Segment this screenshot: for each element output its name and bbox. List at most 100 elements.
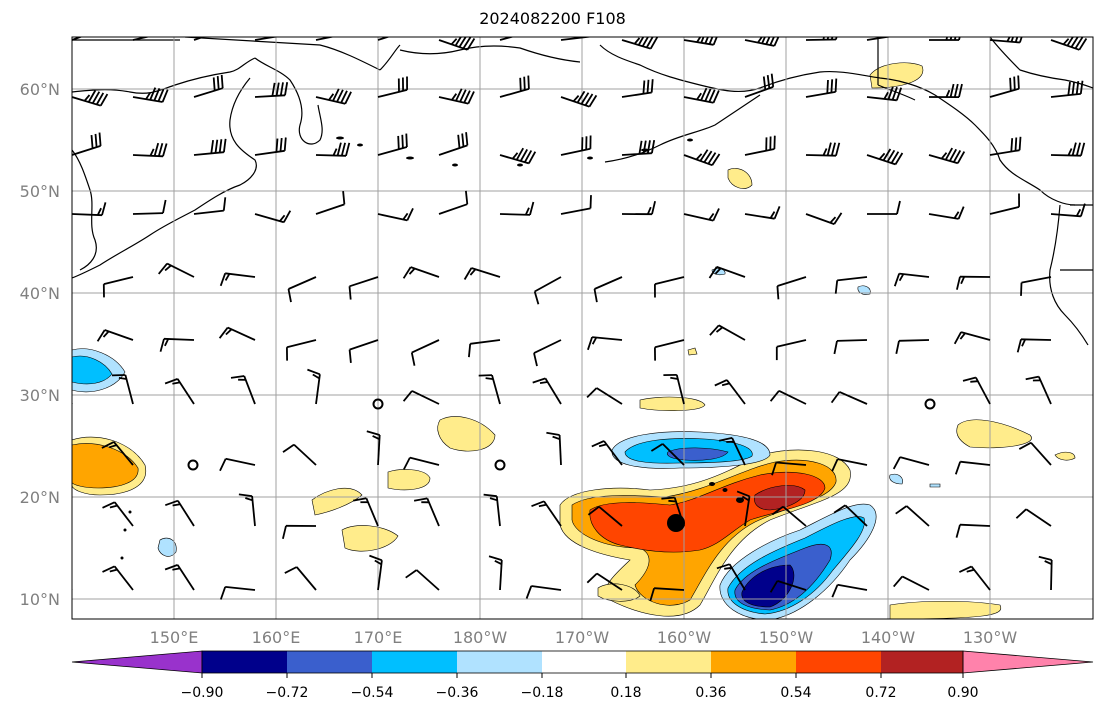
wind-barb-feather (282, 443, 295, 453)
wind-barb-shaft (296, 566, 317, 591)
wind-barb-feather (1038, 555, 1052, 561)
wind-barb-feather (96, 329, 106, 342)
wind-barb-shaft (72, 145, 101, 156)
wind-barb-feather (593, 288, 598, 303)
wind-barb-feather (336, 142, 342, 156)
wind-barb-shaft (72, 402, 73, 404)
wind-barb-feather (576, 90, 586, 104)
wind-barb-shaft (227, 326, 256, 341)
wind-barb-shaft (377, 560, 383, 591)
wind-barb-feather (1018, 136, 1022, 151)
wind-barb-feather (1080, 203, 1086, 217)
wind-barb-feather (336, 89, 344, 103)
positive-anomaly-region (437, 416, 496, 452)
wind-barb-feather (945, 37, 949, 41)
wind-barb-feather (217, 18, 218, 31)
wind-barb-shaft (438, 203, 468, 215)
colorbar-segment (287, 651, 372, 673)
latitude-labels: 10°N 20°N 30°N 40°N 50°N 60°N (20, 80, 60, 609)
wind-barb-feather (149, 148, 155, 157)
wind-barb-feather (402, 212, 409, 221)
wind-barb-shaft (72, 37, 83, 41)
island (722, 488, 728, 492)
wind-barb-shaft (533, 339, 562, 354)
wind-barb-feather (285, 22, 286, 35)
wind-barb-feather (949, 83, 955, 98)
wind-barb-feather (1018, 441, 1032, 450)
colorbar-segment (711, 651, 796, 673)
wind-barb-shaft (411, 339, 440, 354)
wind-barb-feather (408, 267, 416, 275)
wind-barb-feather (1078, 38, 1088, 51)
wind-barb-feather (172, 381, 181, 385)
positive-anomaly-region (727, 168, 753, 189)
wind-barb-shaft (499, 37, 515, 41)
wind-barb-feather (650, 443, 664, 452)
wind-barb-shaft (836, 339, 868, 342)
island (587, 156, 593, 160)
wind-barb-feather (529, 19, 530, 32)
colorbar-tick-label: 0.36 (695, 685, 726, 701)
shaded-anomaly-regions (72, 62, 1076, 619)
wind-barb-feather (581, 37, 584, 38)
negative-anomaly-region (889, 473, 903, 485)
wind-barb-feather (572, 94, 580, 102)
wind-barb-feather (891, 86, 898, 101)
wind-barb-feather (275, 82, 280, 96)
wind-barb-shaft (315, 203, 345, 215)
figure-title: 2024082200 F108 (479, 9, 626, 28)
wind-barb-feather (830, 79, 834, 93)
wind-barb-feather (467, 91, 475, 104)
wind-barb-feather (153, 142, 160, 157)
wind-barb-shaft (254, 37, 280, 41)
positive-anomaly-region (869, 62, 924, 89)
wind-barb-feather (282, 525, 287, 540)
wind-barb-shaft (254, 213, 285, 224)
wind-barb-shaft (254, 149, 285, 156)
wind-barb-shaft (377, 89, 408, 98)
wind-barb-feather (90, 135, 94, 149)
island (709, 482, 715, 486)
wind-barb-feather (552, 435, 561, 441)
wind-barb-feather (164, 499, 179, 507)
negative-anomaly-region (741, 564, 795, 608)
wind-barb-feather (598, 443, 607, 448)
wind-barb-shaft (499, 213, 531, 216)
wind-barb-feather (275, 138, 279, 152)
wind-barb-shaft (662, 443, 685, 466)
wind-barb-feather (822, 37, 825, 40)
wind-barb-feather (94, 133, 98, 148)
island (687, 138, 693, 142)
lon-label: 160°W (657, 628, 712, 647)
wind-barb-feather (53, 381, 61, 382)
wind-barb-feather (766, 74, 771, 89)
wind-barb-feather (834, 78, 838, 92)
wind-barb-feather (489, 497, 498, 502)
wind-barb-shaft (683, 154, 713, 167)
wind-barb-shaft (683, 96, 714, 104)
wind-barb-shaft (176, 564, 195, 591)
coastline (877, 37, 916, 101)
coastline (72, 57, 257, 279)
wind-barb-feather (718, 437, 733, 442)
wind-barb-feather (374, 559, 382, 566)
wind-barb-feather (708, 212, 715, 221)
lon-label: 170°W (555, 628, 610, 647)
wind-barb-shaft (349, 339, 379, 351)
wind-barb-shaft (837, 458, 868, 466)
coastline (399, 45, 581, 63)
colorbar-tick-label: −0.36 (436, 685, 479, 701)
wind-barb-feather (890, 151, 900, 164)
wind-barb-feather (1014, 137, 1018, 151)
wind-barb-feather (483, 493, 497, 498)
wind-barb-shaft (491, 374, 501, 405)
wind-barb-shaft (805, 154, 837, 157)
wind-barb-feather (238, 493, 253, 497)
wind-barb-feather (830, 391, 841, 404)
wind-barb-shaft (1021, 276, 1052, 284)
wind-barb-shaft (72, 340, 73, 341)
wind-barb-feather (145, 92, 151, 100)
wind-barb-feather (158, 263, 168, 275)
wind-barb-feather (1020, 282, 1023, 296)
wind-barb-feather (284, 82, 289, 96)
